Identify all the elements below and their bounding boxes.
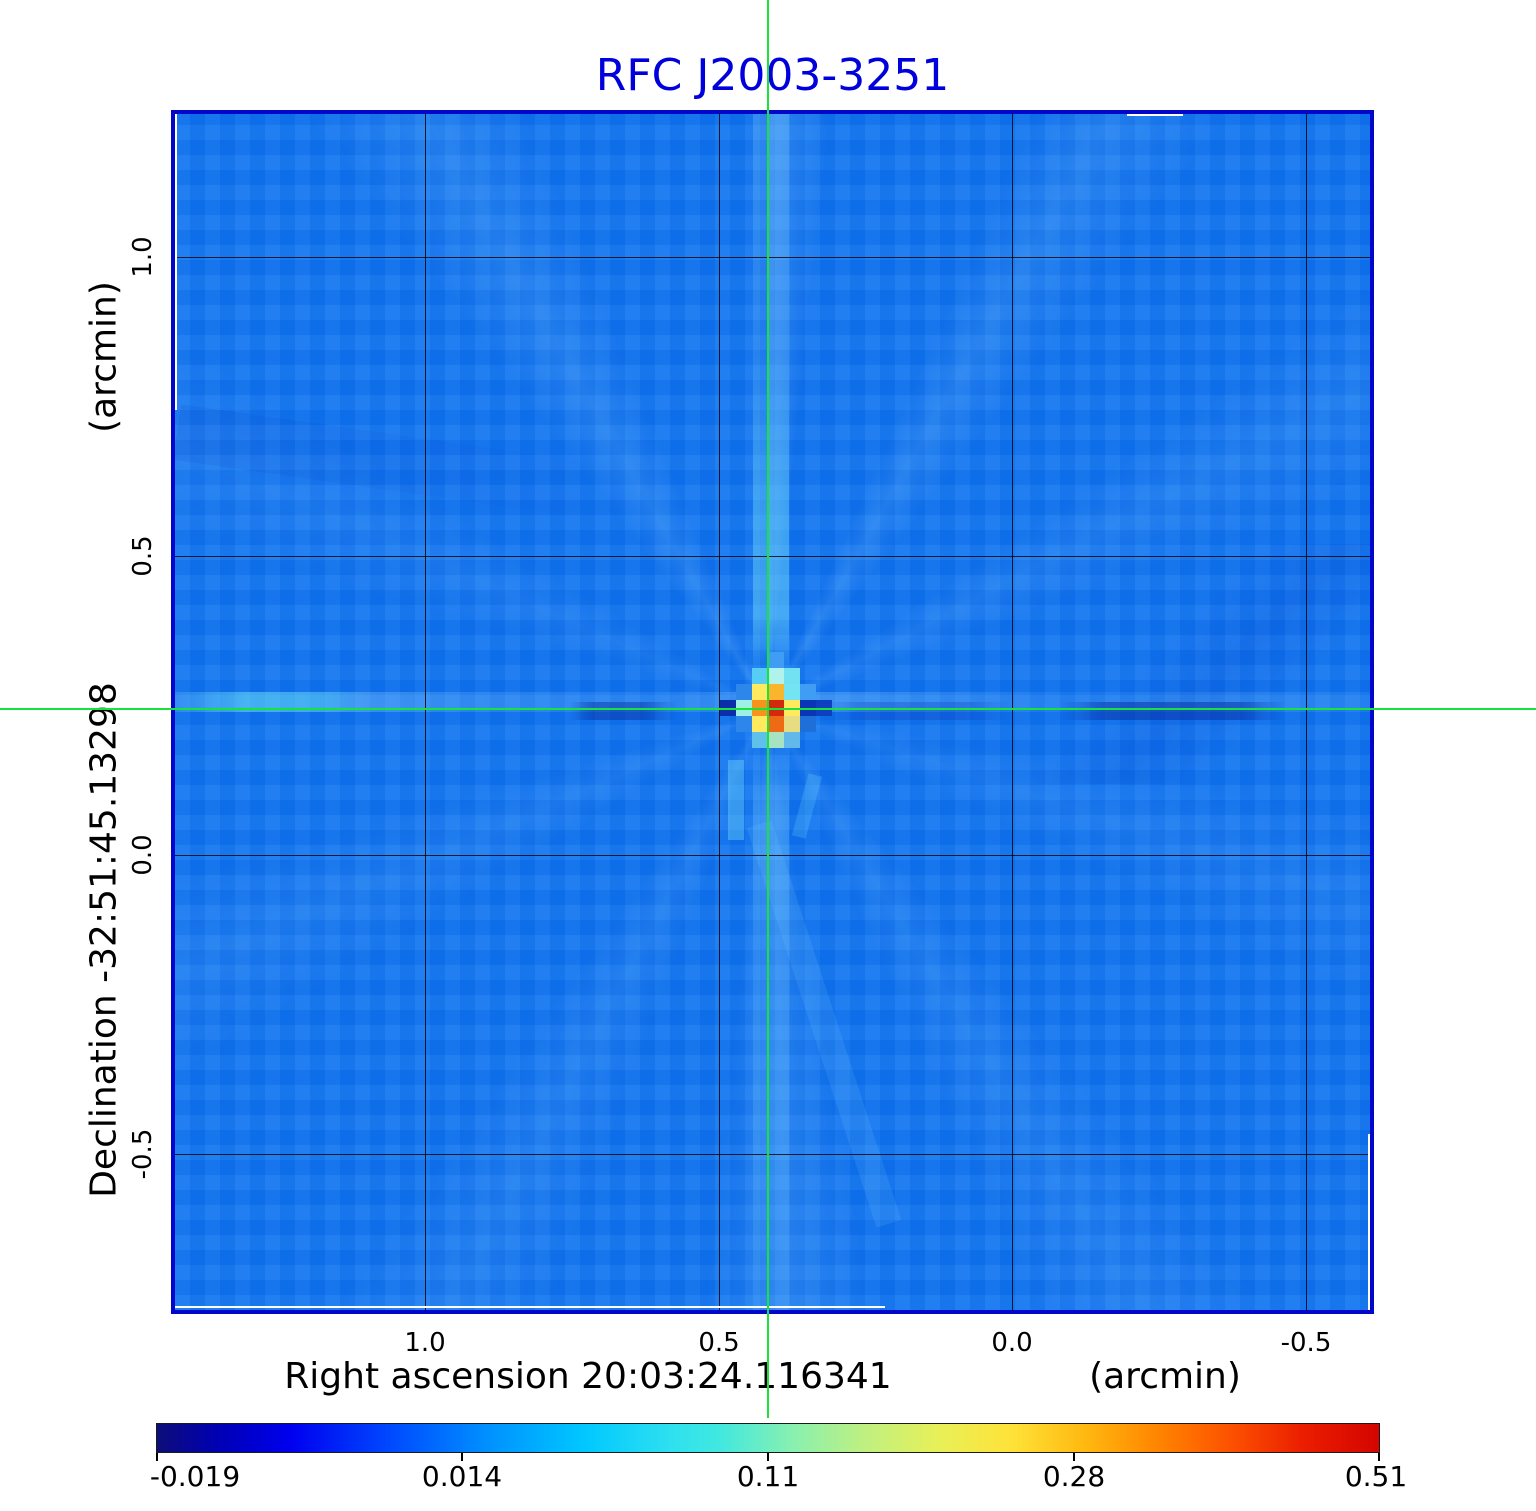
source-pixel <box>784 732 800 748</box>
source-pixel <box>752 684 768 700</box>
source-pixel <box>784 668 800 684</box>
y-tick-label: 1.0 <box>128 236 158 278</box>
colorbar-tick-label: 0.51 <box>1344 1460 1408 1493</box>
map-edge-blank <box>175 114 177 410</box>
gridline-ra-m0-5 <box>1306 114 1307 1310</box>
colorbar-tick-label: 0.11 <box>736 1460 800 1493</box>
map-edge-blank <box>1368 1134 1370 1310</box>
source-pixel <box>736 716 752 732</box>
colorbar-tick <box>156 1453 158 1461</box>
source-pixel <box>784 684 800 700</box>
gridline-ra-1-0 <box>425 114 426 1310</box>
colorbar-tick-label: -0.019 <box>149 1460 241 1493</box>
colorbar-tick <box>461 1453 463 1461</box>
source-pixel <box>752 716 768 732</box>
colorbar-tick <box>1378 1453 1380 1461</box>
source-pixel <box>752 668 768 684</box>
source-pixel <box>800 716 816 732</box>
gridline-ra-0-5 <box>719 114 720 1310</box>
colorbar <box>156 1423 1380 1453</box>
gridline-dec-1-0 <box>175 257 1370 258</box>
page-title: RFC J2003-3251 <box>595 50 950 101</box>
y-tick-label: 0.0 <box>128 834 158 876</box>
source-pixel <box>768 716 784 732</box>
colorbar-tick-label: 0.014 <box>421 1460 503 1493</box>
source-pixel <box>768 668 784 684</box>
x-tick-label: 0.5 <box>698 1328 740 1358</box>
sky-map <box>171 110 1374 1314</box>
gridline-dec-0-5 <box>175 556 1370 557</box>
map-edge-blank <box>175 1306 885 1308</box>
colorbar-tick <box>1073 1453 1075 1461</box>
colorbar-tick-label: 0.28 <box>1042 1460 1106 1493</box>
source-pixel <box>736 684 752 700</box>
y-axis-unit-label: (arcmin) <box>83 281 125 433</box>
crosshair-horizontal-line <box>0 708 1536 710</box>
y-axis-label: Declination -32:51:45.13298 <box>83 682 125 1198</box>
gridline-ra-0-0 <box>1012 114 1013 1310</box>
gridline-dec-0-0 <box>175 855 1370 856</box>
gridline-dec-m0-5 <box>175 1154 1370 1155</box>
source-pixel <box>784 716 800 732</box>
y-tick-label: 0.5 <box>128 535 158 577</box>
source-pixel <box>768 732 784 748</box>
artifact-streak <box>728 760 744 840</box>
x-tick-label: -0.5 <box>1280 1328 1332 1358</box>
artifact-streak <box>1035 544 1370 784</box>
x-axis-unit-label: (arcmin) <box>1089 1356 1241 1397</box>
map-edge-blank <box>1127 114 1183 116</box>
source-pixel <box>768 652 784 668</box>
colorbar-tick <box>767 1453 769 1461</box>
x-tick-label: 0.0 <box>991 1328 1033 1358</box>
source-pixel <box>768 684 784 700</box>
x-tick-label: 1.0 <box>404 1328 446 1358</box>
x-axis-label: Right ascension 20:03:24.116341 <box>284 1356 892 1397</box>
y-tick-label: -0.5 <box>128 1128 158 1180</box>
source-pixel <box>800 684 816 700</box>
source-blob <box>720 652 832 748</box>
source-pixel <box>752 732 768 748</box>
